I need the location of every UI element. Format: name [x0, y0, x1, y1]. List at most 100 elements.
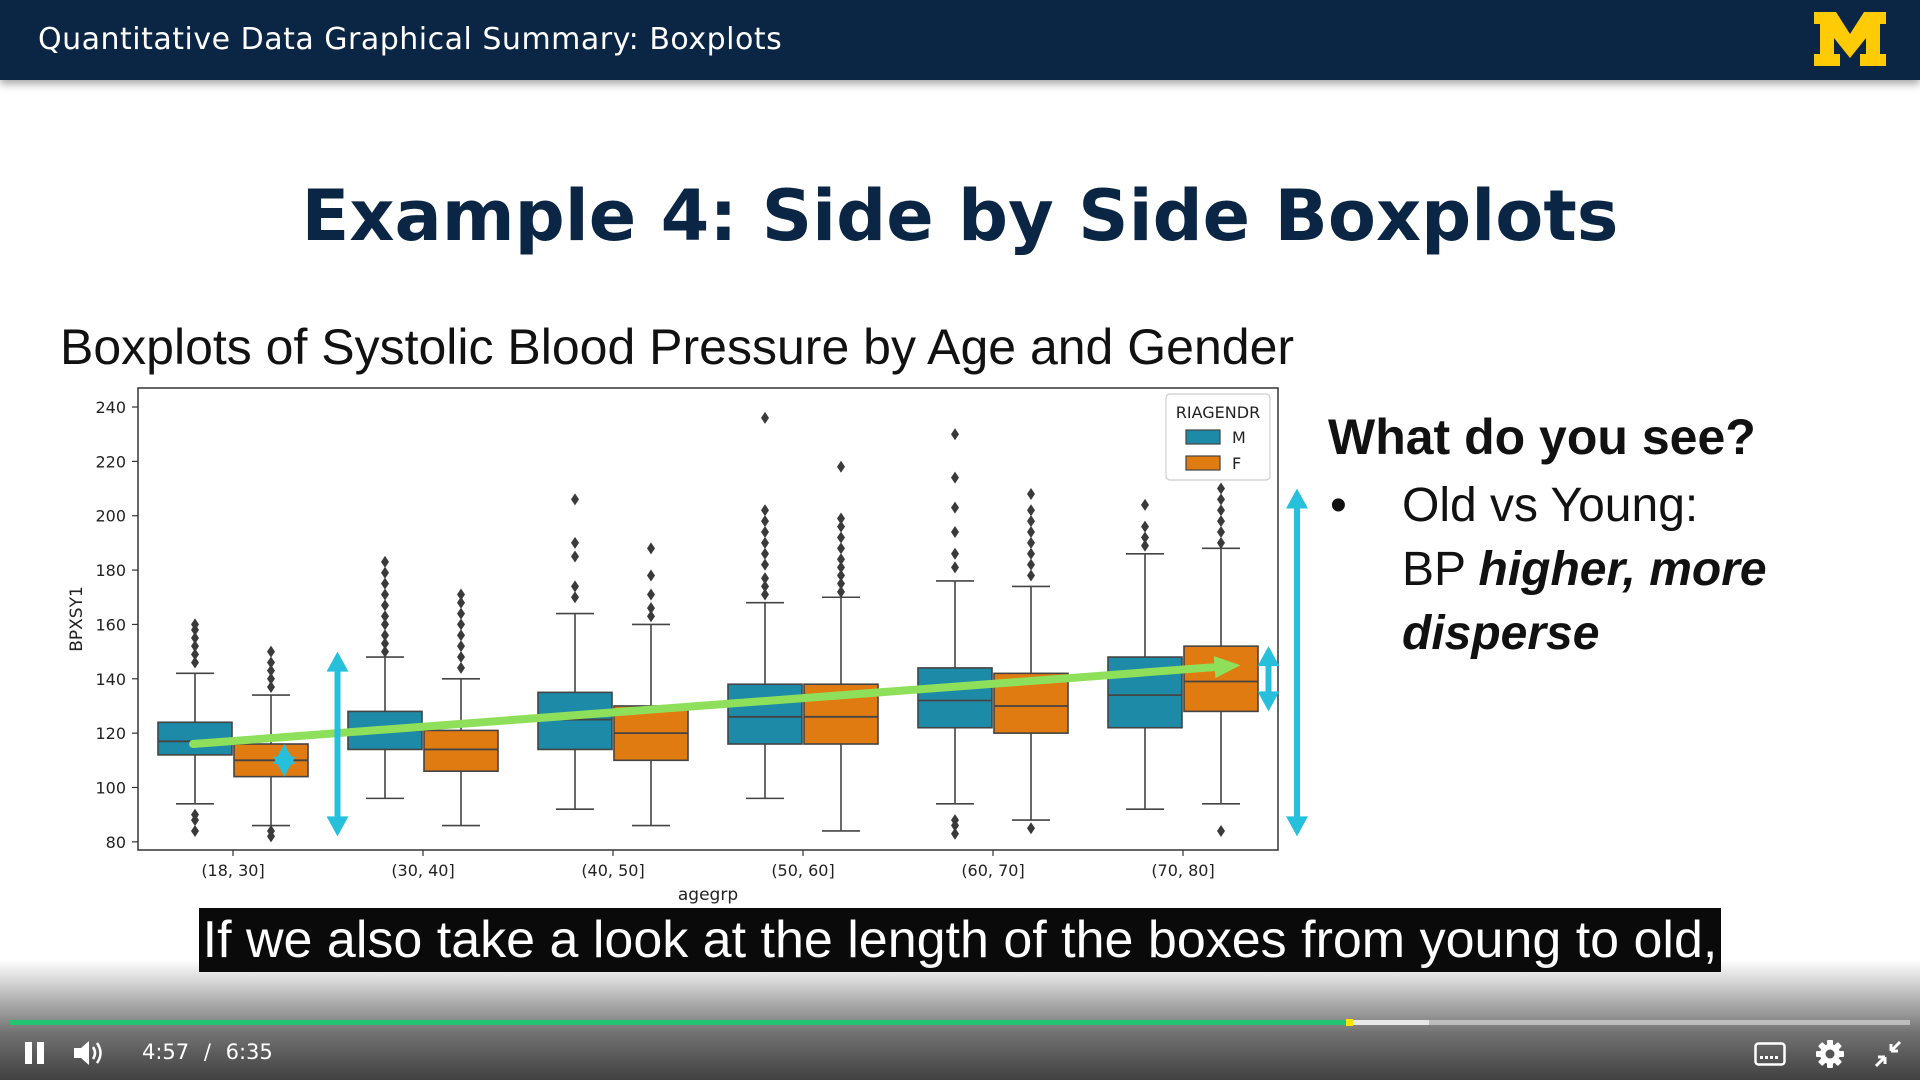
box-iqr — [727, 683, 803, 745]
box-F-3 — [803, 460, 879, 832]
x-axis-label: agegrp — [678, 885, 738, 905]
outlier-point — [647, 569, 655, 582]
outlier-point — [951, 561, 959, 574]
outlier-point — [1141, 539, 1149, 552]
outlier-point — [1027, 536, 1035, 549]
outlier-point — [457, 629, 465, 642]
outlier-point — [1217, 515, 1225, 528]
y-tick-label: 240 — [95, 398, 126, 417]
spread-arrow-head-top — [1257, 646, 1280, 667]
spread-arrow-head-top — [326, 651, 349, 672]
outlier-point — [761, 536, 769, 549]
box-iqr — [917, 667, 993, 729]
observation-heading: What do you see? — [1328, 409, 1756, 465]
outlier-point — [951, 827, 959, 840]
outlier-point — [837, 569, 845, 582]
outlier-point — [837, 520, 845, 533]
outlier-point — [191, 640, 199, 653]
pause-icon[interactable] — [22, 1040, 48, 1066]
outlier-point — [647, 610, 655, 623]
outlier-point — [457, 618, 465, 631]
outlier-point — [1217, 493, 1225, 506]
outlier-point — [191, 618, 199, 631]
outlier-point — [381, 599, 389, 612]
outlier-point — [1141, 531, 1149, 544]
outlier-point — [1027, 515, 1035, 528]
volume-icon[interactable] — [72, 1038, 106, 1068]
legend-label-F: F — [1232, 454, 1241, 473]
box-M-4 — [917, 428, 993, 840]
outlier-point — [267, 656, 275, 669]
bullet-line-2-emphasis: higher, more — [1478, 543, 1767, 596]
outlier-point — [951, 526, 959, 539]
box-F-1 — [423, 588, 499, 827]
outlier-point — [267, 645, 275, 658]
outlier-point — [1141, 520, 1149, 533]
outlier-point — [457, 607, 465, 620]
outlier-point — [457, 640, 465, 653]
spread-arrow-head-bottom — [1257, 691, 1280, 712]
outlier-point — [1217, 482, 1225, 495]
box-M-3 — [727, 411, 803, 800]
spread-arrow-head-bottom — [1286, 816, 1308, 837]
y-tick-label: 140 — [95, 670, 126, 689]
x-tick-label: (70, 80] — [1151, 861, 1214, 880]
outlier-point — [837, 561, 845, 574]
outlier-point — [761, 588, 769, 601]
outlier-point — [761, 411, 769, 424]
outlier-point — [1027, 487, 1035, 500]
outlier-point — [191, 648, 199, 661]
outlier-point — [951, 428, 959, 441]
legend-swatch-F — [1185, 455, 1221, 471]
exit-fullscreen-icon[interactable] — [1874, 1040, 1902, 1068]
x-tick-label: (60, 70] — [961, 861, 1024, 880]
box-M-0 — [157, 618, 233, 837]
settings-icon[interactable] — [1815, 1039, 1845, 1069]
progress-played — [10, 1020, 1350, 1025]
y-tick-label: 120 — [95, 724, 126, 743]
y-tick-label: 160 — [95, 615, 126, 634]
box-M-1 — [347, 555, 423, 800]
outlier-point — [191, 656, 199, 669]
observation-bullet: • Old vs Young: BP higher, more disperse — [1328, 474, 1888, 666]
outlier-point — [837, 553, 845, 566]
time-display: 4:57 / 6:35 — [142, 1040, 273, 1064]
outlier-point — [381, 637, 389, 650]
progress-bar[interactable] — [10, 1019, 1910, 1026]
y-tick-label: 200 — [95, 507, 126, 526]
bullet-icon: • — [1330, 479, 1347, 532]
box-M-2 — [537, 493, 613, 811]
outlier-point — [191, 824, 199, 837]
outlier-point — [1217, 536, 1225, 549]
progress-handle[interactable] — [1346, 1019, 1354, 1026]
outlier-point — [761, 504, 769, 517]
trend-arrow-line — [189, 662, 1227, 749]
outlier-point — [381, 618, 389, 631]
box-iqr — [423, 729, 499, 772]
outlier-point — [381, 577, 389, 590]
outlier-point — [571, 493, 579, 506]
outlier-point — [837, 512, 845, 525]
box-F-2 — [613, 542, 689, 827]
plot-frame — [137, 387, 1279, 851]
y-tick-label: 100 — [95, 778, 126, 797]
outlier-point — [837, 585, 845, 598]
spread-arrow-head-bottom — [326, 816, 349, 837]
duration: 6:35 — [225, 1040, 273, 1064]
outlier-point — [1217, 504, 1225, 517]
captions-icon[interactable] — [1754, 1042, 1786, 1066]
bullet-text: Old vs Young: BP higher, more disperse — [1402, 474, 1888, 666]
subtitle-caption: If we also take a look at the length of … — [198, 908, 1722, 972]
outlier-point — [1027, 526, 1035, 539]
current-time: 4:57 — [142, 1040, 190, 1064]
outlier-point — [1027, 558, 1035, 571]
outlier-point — [1141, 498, 1149, 511]
y-tick-label: 80 — [106, 833, 126, 852]
bullet-line-2-plain: BP — [1402, 543, 1479, 596]
outlier-point — [457, 588, 465, 601]
outlier-point — [457, 596, 465, 609]
spread-arrow-head-bottom — [273, 756, 296, 777]
outlier-point — [457, 661, 465, 674]
outlier-point — [1027, 504, 1035, 517]
y-axis-label: BPXSY1 — [67, 586, 87, 652]
